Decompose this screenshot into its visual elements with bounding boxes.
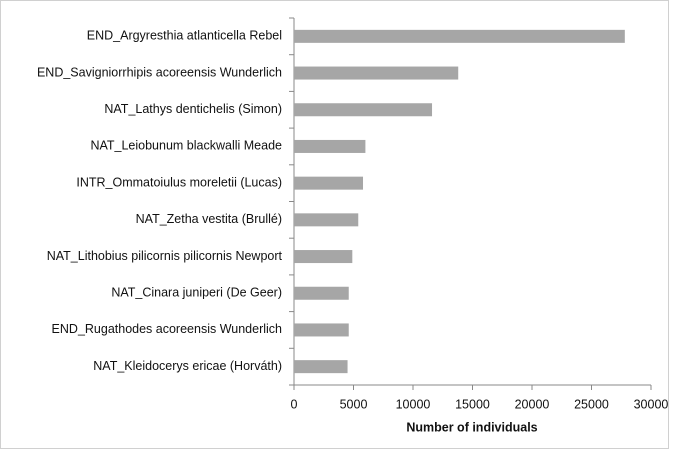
x-tick-label: 25000 (574, 397, 609, 411)
bar (294, 213, 359, 227)
x-axis-label: Number of individuals (406, 420, 537, 434)
x-tick-label: 0 (291, 397, 298, 411)
y-tick-label: NAT_Lithobius pilicornis pilicornis Newp… (47, 249, 283, 263)
bar (294, 66, 459, 80)
y-tick-label: INTR_Ommatoiulus moreletii (Lucas) (76, 175, 282, 189)
y-tick-label: END_Savigniorrhipis acoreensis Wunderlic… (37, 65, 282, 79)
x-tick-label: 10000 (396, 397, 431, 411)
x-tick-label: 20000 (515, 397, 550, 411)
y-tick-label: NAT_Kleidocerys ericae (Horváth) (93, 359, 282, 373)
bar (294, 360, 348, 374)
y-tick-label: NAT_Lathys dentichelis (Simon) (104, 102, 282, 116)
y-tick-label: NAT_Cinara juniperi (De Geer) (111, 286, 282, 300)
x-tick-label: 15000 (455, 397, 490, 411)
bar (294, 250, 353, 264)
bar (294, 139, 366, 153)
y-tick-label: NAT_Leiobunum blackwalli Meade (90, 139, 282, 153)
bar (294, 176, 364, 190)
y-tick-label: NAT_Zetha vestita (Brullé) (136, 212, 282, 226)
bar (294, 29, 625, 43)
x-tick-label: 30000 (634, 397, 669, 411)
x-tick-label: 5000 (340, 397, 368, 411)
bar (294, 103, 433, 117)
y-tick-label: END_Argyresthia atlanticella Rebel (87, 29, 282, 43)
bar (294, 286, 349, 300)
y-tick-label: END_Rugathodes acoreensis Wunderlich (52, 322, 282, 336)
bar (294, 323, 349, 337)
